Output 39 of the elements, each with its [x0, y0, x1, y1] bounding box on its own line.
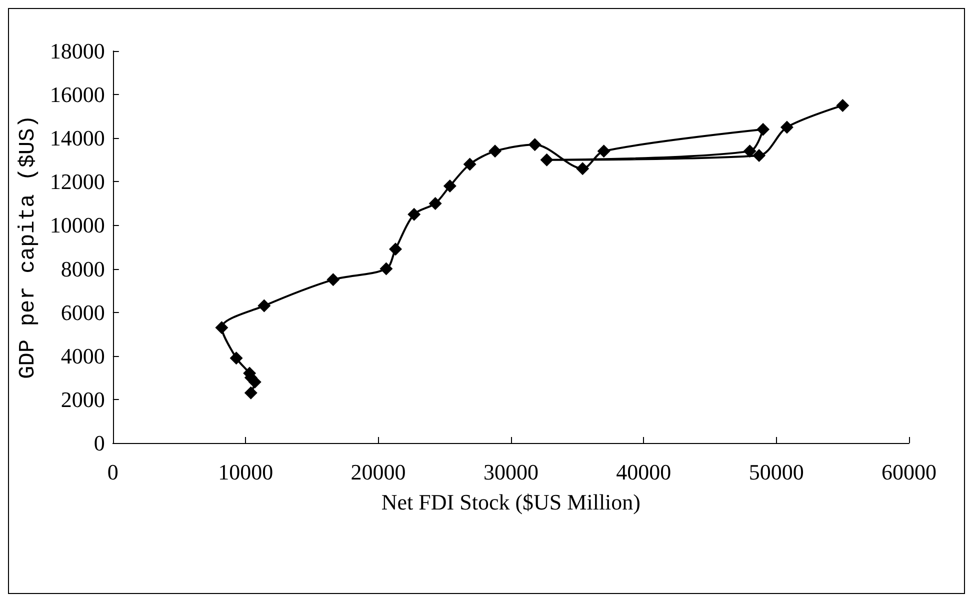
x-tick-label: 30000 — [483, 460, 538, 484]
x-axis-title: Net FDI Stock ($US Million) — [381, 490, 641, 514]
x-tick-label: 10000 — [218, 460, 274, 484]
y-tick-label: 18000 — [50, 38, 105, 64]
point — [408, 208, 421, 221]
y-tick-label: 0 — [94, 430, 105, 456]
point — [488, 144, 502, 158]
y-tick-label: 6000 — [60, 300, 105, 325]
point — [428, 196, 442, 210]
point — [215, 321, 228, 334]
point — [389, 242, 402, 256]
point — [380, 262, 393, 276]
point — [443, 180, 456, 193]
y-tick-label: 12000 — [50, 169, 105, 194]
y-tick-label: 14000 — [50, 126, 105, 151]
point — [258, 299, 271, 312]
point — [576, 162, 590, 176]
point — [752, 149, 766, 162]
point — [743, 144, 756, 158]
y-tick-label: 2000 — [60, 386, 105, 412]
point — [528, 138, 542, 152]
point — [836, 98, 850, 112]
point — [780, 120, 794, 134]
point — [244, 386, 258, 400]
y-axis-title: GDP per capita ($US) — [16, 114, 40, 380]
point — [540, 153, 554, 166]
x-tick-label: 50000 — [748, 460, 804, 484]
y-tick-label: 16000 — [50, 82, 105, 108]
x-tick-label: 40000 — [616, 460, 672, 484]
point — [463, 158, 476, 171]
point — [597, 144, 610, 158]
point — [230, 352, 243, 365]
y-tick-label: 4000 — [60, 343, 105, 368]
x-tick-label: 60000 — [882, 460, 936, 484]
y-tick-label: 8000 — [60, 256, 105, 282]
x-tick-label: 20000 — [350, 460, 406, 484]
point — [326, 273, 340, 286]
point — [756, 122, 770, 136]
y-tick-label: 10000 — [50, 212, 105, 238]
